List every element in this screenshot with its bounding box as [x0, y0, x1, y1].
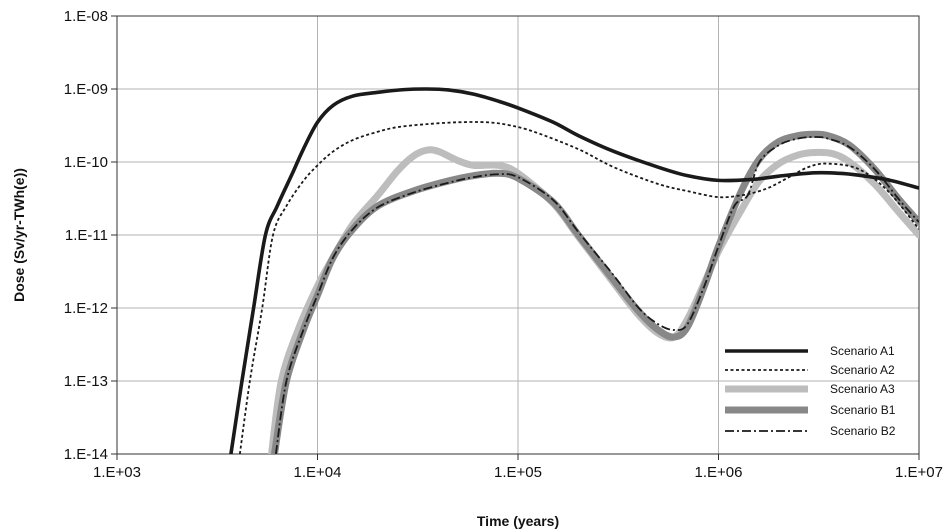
series-line-scenario-b2 — [274, 136, 919, 454]
y-axis-ticks: 1.E-08 1.E-09 1.E-10 1.E-11 1.E-12 1.E-13 1.E-… — [64, 8, 117, 463]
x-tick-label: 1.E+03 — [93, 464, 141, 481]
y-axis-title: Dose (Sv/yr-TWh(e)) — [11, 168, 27, 302]
x-axis-title: Time (years) — [477, 513, 559, 529]
x-tick-label: 1.E+07 — [895, 464, 943, 481]
series-line-scenario-b1 — [270, 130, 919, 454]
y-tick-label: 1.E-09 — [64, 81, 108, 98]
y-tick-label: 1.E-12 — [64, 300, 108, 317]
legend: Scenario A1 Scenario A2 Scenario A3 Scenari… — [725, 344, 896, 438]
legend-label: Scenario A3 — [830, 382, 895, 396]
x-tick-label: 1.E+04 — [294, 464, 342, 481]
y-tick-label: 1.E-10 — [64, 154, 108, 171]
y-tick-label: 1.E-11 — [65, 227, 108, 244]
legend-label: Scenario B2 — [830, 424, 896, 438]
y-tick-label: 1.E-14 — [64, 446, 108, 463]
x-tick-label: 1.E+06 — [695, 464, 743, 481]
y-tick-label: 1.E-08 — [64, 8, 108, 25]
legend-label: Scenario A2 — [830, 363, 895, 377]
y-tick-label: 1.E-13 — [64, 373, 108, 390]
grid — [117, 16, 919, 454]
x-tick-label: 1.E+05 — [494, 464, 542, 481]
series-line-scenario-a3 — [268, 146, 919, 454]
series-line-scenario-a2 — [238, 121, 919, 454]
x-axis-ticks: 1.E+03 1.E+04 1.E+05 1.E+06 1.E+07 — [93, 454, 943, 481]
series-line-scenario-a1 — [229, 87, 919, 454]
legend-label: Scenario A1 — [830, 344, 895, 358]
series-layer — [229, 87, 919, 454]
legend-label: Scenario B1 — [830, 403, 896, 417]
